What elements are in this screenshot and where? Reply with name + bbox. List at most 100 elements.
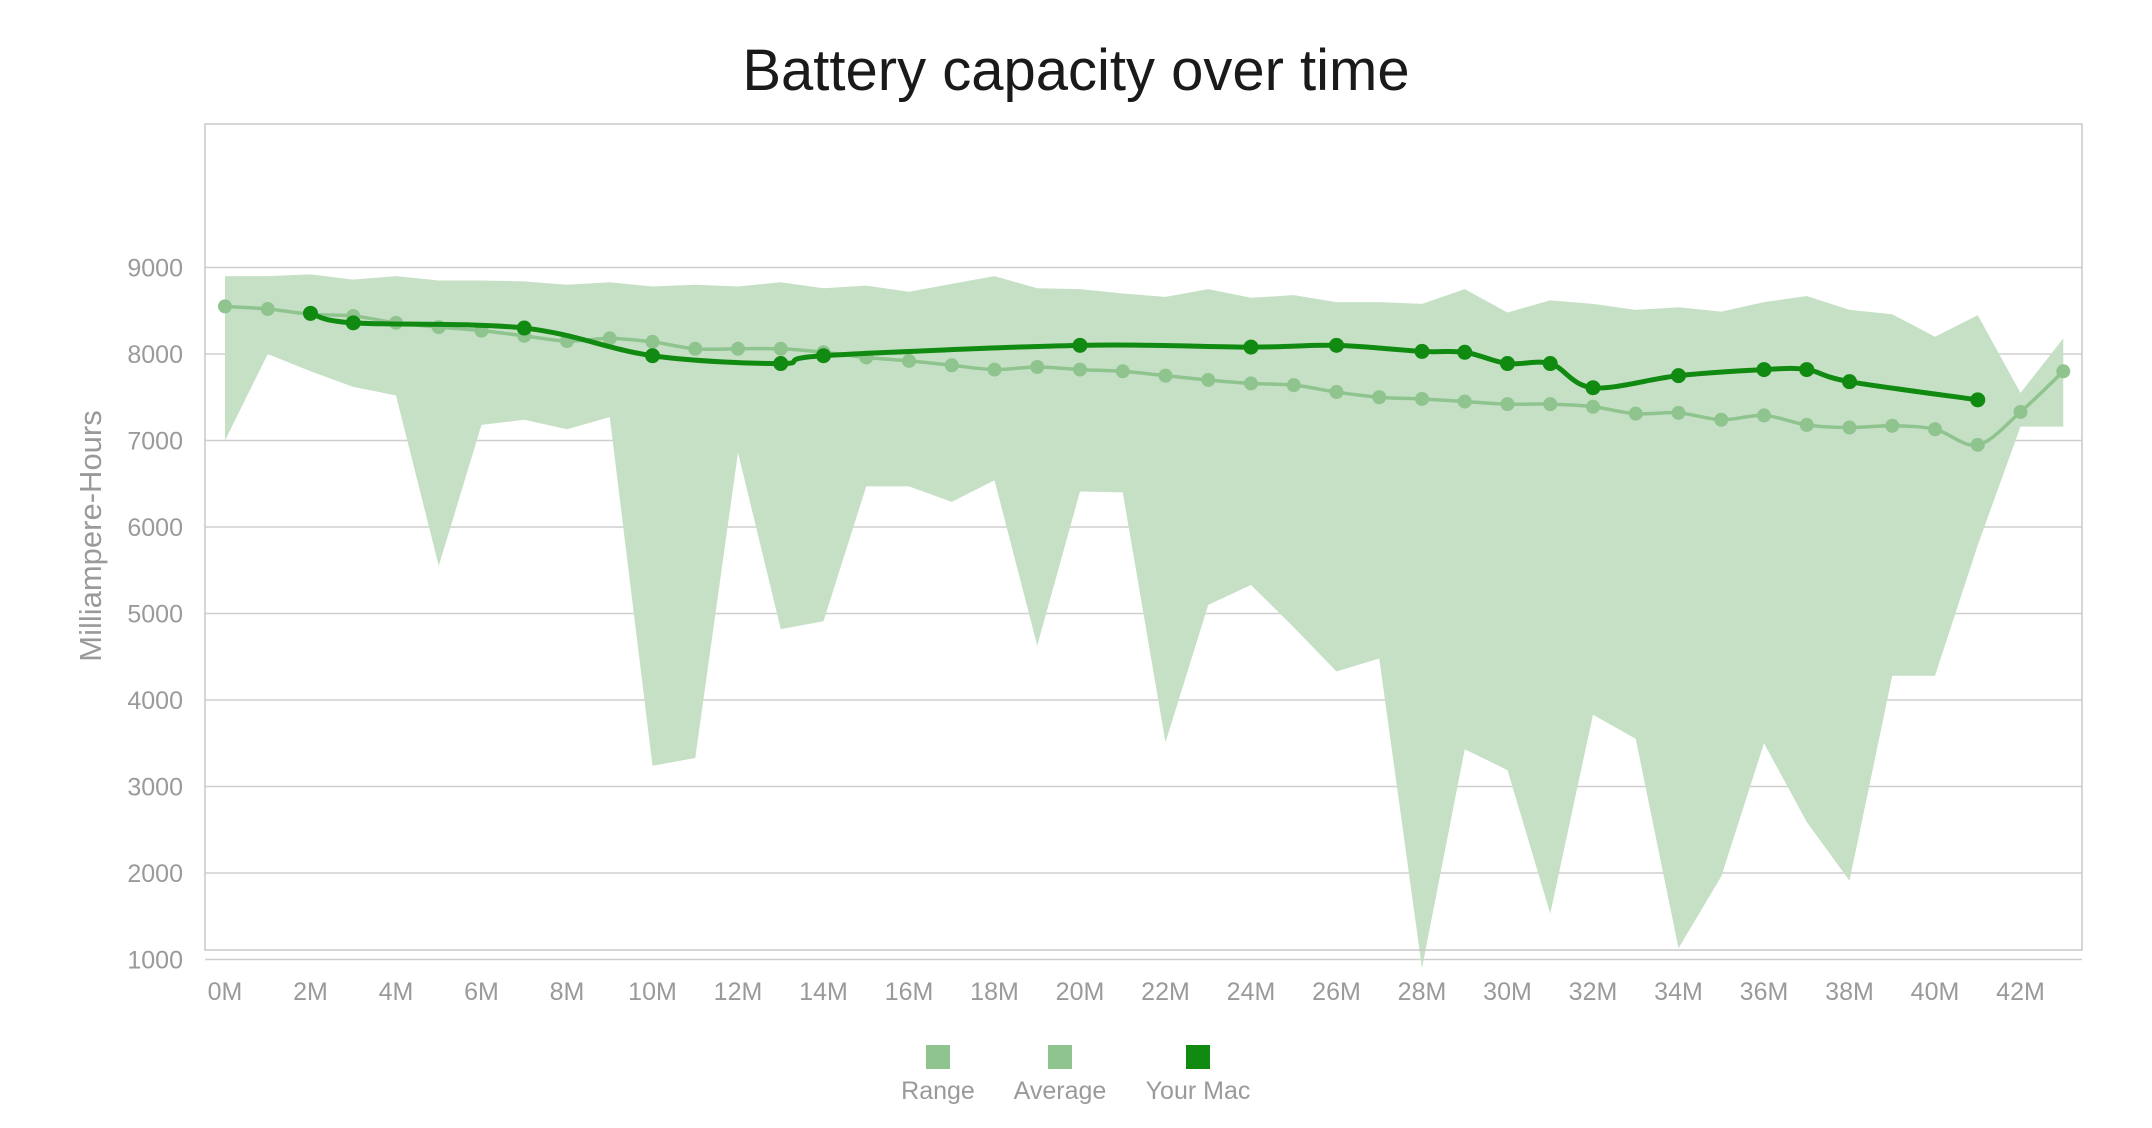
x-tick-label: 34M [1654,978,1703,1006]
your-mac-point [1329,337,1344,353]
plot-frame [204,123,2083,951]
y-axis-label: Milliampere-Hours [73,410,108,662]
x-tick-label: 16M [885,978,934,1006]
your-mac-point [816,348,831,364]
y-tick-label: 6000 [127,514,183,542]
your-mac-line [308,310,1981,403]
average-point [1115,364,1130,379]
x-tick-label: 2M [293,978,328,1006]
x-tick-label: 40M [1911,978,1960,1006]
x-tick-label: 38M [1825,978,1874,1006]
your-mac-point [1970,392,1986,408]
your-mac-point [1500,356,1515,372]
average-point [1158,368,1173,383]
your-mac-point [1842,374,1857,390]
average-point [1928,422,1942,437]
average-point [2056,364,2071,379]
range-area [225,274,2064,969]
y-tick-label: 9000 [127,255,183,283]
average-series [218,299,2071,452]
x-tick-label: 24M [1227,978,1276,1006]
average-point [1714,412,1729,427]
average-point [1286,378,1301,393]
x-tick-label: 26M [1312,978,1361,1006]
x-tick-label: 14M [799,978,848,1006]
average-point [1671,405,1686,420]
legend-swatch [926,1045,950,1069]
average-point [1372,390,1387,405]
y-tick-label: 8000 [127,341,183,369]
your-mac-point [1243,339,1259,355]
x-tick-label: 10M [628,978,677,1006]
average-point [1457,394,1472,409]
average-point [1757,408,1771,423]
x-tick-label: 32M [1569,978,1618,1006]
your-mac-point [1457,344,1473,360]
average-point [260,302,275,317]
average-point [645,334,660,349]
average-point [1799,417,1814,432]
x-tick-label: 12M [714,978,763,1006]
average-point [602,331,617,346]
range-series [225,274,2064,969]
x-tick-label: 20M [1056,978,1105,1006]
your-mac-point [1072,337,1088,353]
your-mac-point [1542,356,1558,372]
your-mac-point [1585,380,1601,396]
y-tick-label: 1000 [127,947,183,975]
y-tick-label: 4000 [127,687,183,715]
legend-label: Your Mac [1146,1077,1251,1105]
average-point [1329,385,1344,400]
your-mac-point [1756,362,1772,378]
average-point [1073,362,1087,377]
y-axis-ticks: 1000 2000 3000 4000 5000 6000 7000 8000 9000 [127,255,183,975]
average-point [1500,397,1515,412]
legend-swatch [1186,1045,1210,1069]
your-mac-series [303,305,1986,408]
average-point [1201,372,1216,387]
average-point [1970,437,1985,452]
your-mac-point [645,348,660,364]
your-mac-point [1414,343,1430,359]
average-point [731,341,745,356]
average-point [902,353,916,368]
average-point [2013,404,2028,419]
your-mac-point [1799,362,1815,378]
average-point [1586,399,1600,414]
average-point [218,299,232,314]
legend: Range Average Your Mac [901,1045,1250,1105]
x-axis-ticks: 0M 2M 4M 6M 8M 10M 12M 14M 16M 18M 20M 22M 24M 26M 28M… [208,978,2045,1006]
average-point [1415,391,1429,406]
average-point [1885,418,1900,433]
average-point [1628,406,1643,421]
average-point [773,341,788,356]
x-tick-label: 22M [1141,978,1190,1006]
legend-label: Average [1014,1077,1107,1105]
y-tick-label: 2000 [127,860,183,888]
average-point [1543,397,1558,412]
average-point [1030,359,1045,374]
chart-title: Battery capacity over time [742,38,1409,103]
your-mac-point [773,356,789,372]
your-mac-point [516,320,532,336]
x-tick-label: 18M [970,978,1019,1006]
x-tick-label: 42M [1996,978,2045,1006]
x-tick-label: 36M [1740,978,1789,1006]
y-tick-label: 5000 [127,601,183,629]
your-mac-point [1671,368,1686,384]
average-point [1244,376,1258,391]
average-point [1842,420,1857,435]
x-tick-label: 0M [208,978,243,1006]
y-tick-label: 3000 [127,774,183,802]
x-tick-label: 8M [550,978,585,1006]
average-point [688,341,703,356]
x-tick-label: 4M [379,978,414,1006]
x-tick-label: 28M [1398,978,1447,1006]
average-point [987,362,1002,377]
average-point [944,358,959,373]
legend-swatch [1048,1045,1072,1069]
x-tick-label: 30M [1483,978,1532,1006]
your-mac-point [303,305,318,321]
